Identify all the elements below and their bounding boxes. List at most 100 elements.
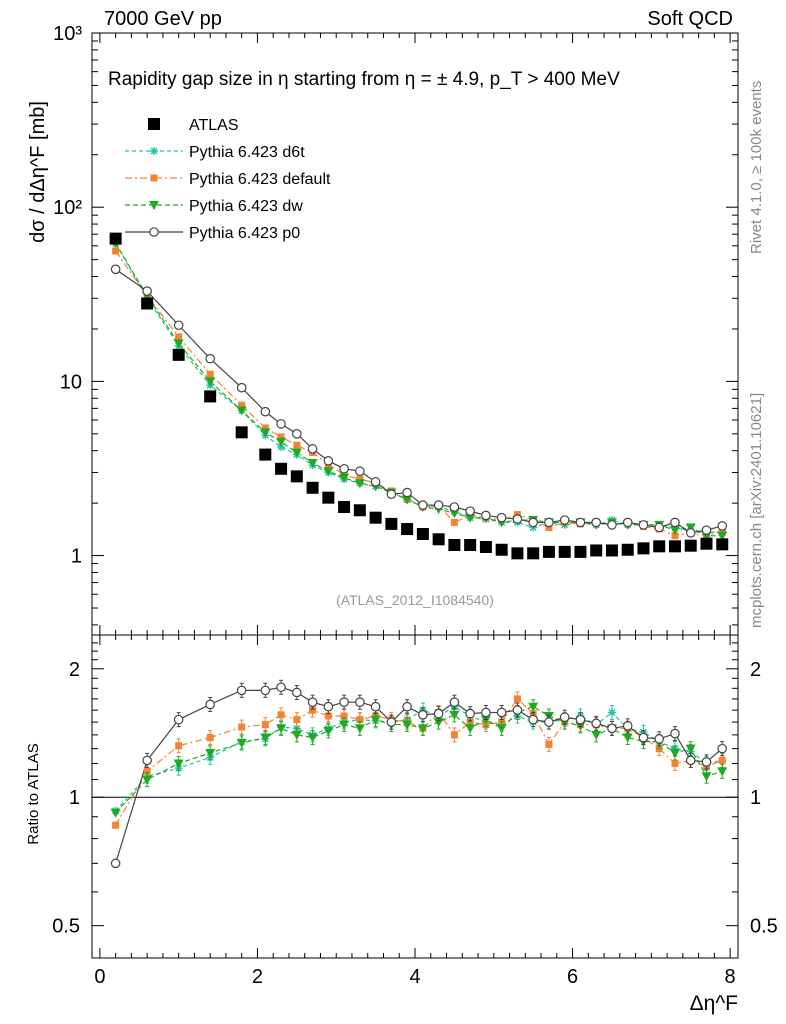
point-atlas bbox=[479, 541, 492, 554]
point-atlas bbox=[369, 511, 382, 524]
point-p0 bbox=[465, 506, 475, 516]
legend-marker-atlas bbox=[148, 118, 160, 130]
point-atlas bbox=[558, 545, 571, 558]
ratio-point-p0 bbox=[544, 717, 554, 727]
y-axis-label: dσ / dΔη^F [mb] bbox=[27, 101, 49, 243]
point-p0 bbox=[276, 419, 286, 429]
ratio-point-p0 bbox=[575, 714, 586, 725]
point-atlas bbox=[109, 232, 122, 245]
point-p0 bbox=[339, 463, 349, 474]
ratio-point-dw bbox=[480, 715, 491, 725]
legend-marker-p0 bbox=[149, 227, 159, 237]
point-default bbox=[293, 441, 301, 449]
point-dw bbox=[717, 531, 728, 541]
point-atlas bbox=[385, 517, 398, 530]
ratio-point-p0 bbox=[110, 858, 121, 869]
ratio-point-dw bbox=[528, 702, 539, 712]
point-p0 bbox=[638, 520, 649, 530]
ratio-point-p0 bbox=[528, 714, 538, 725]
ratio-point-default bbox=[112, 821, 120, 829]
ratio-point-dw bbox=[142, 775, 153, 785]
point-p0 bbox=[512, 514, 523, 524]
ratio-point-p0 bbox=[654, 734, 665, 744]
ratio-point-dw bbox=[370, 715, 381, 725]
ratio-point-p0 bbox=[670, 728, 680, 739]
x-tick-label: 6 bbox=[567, 966, 578, 988]
legend-label-p0: Pythia 6.423 p0 bbox=[189, 225, 300, 242]
point-p0 bbox=[481, 510, 491, 521]
point-p0 bbox=[355, 466, 365, 477]
point-atlas bbox=[605, 544, 618, 557]
point-dw bbox=[669, 526, 680, 536]
ratio-plot-frame bbox=[91, 634, 739, 959]
ratio-point-dw bbox=[205, 748, 216, 758]
legend-marker-default bbox=[150, 174, 158, 182]
ratio-point-p0 bbox=[339, 697, 349, 708]
ratio-point-default bbox=[356, 716, 364, 724]
point-p0 bbox=[323, 456, 334, 466]
ratio-point-dw bbox=[465, 724, 476, 734]
ratio-point-default bbox=[238, 723, 246, 731]
ratio-point-dw bbox=[323, 726, 334, 736]
point-atlas bbox=[464, 539, 477, 552]
point-default bbox=[356, 475, 364, 483]
point-dw bbox=[354, 479, 365, 489]
point-default bbox=[450, 518, 458, 526]
ratio-point-dw bbox=[291, 730, 302, 740]
point-dw bbox=[236, 406, 247, 416]
ratio-point-p0 bbox=[622, 721, 633, 731]
point-p0 bbox=[260, 406, 271, 417]
ratio-axis-label: Ratio to ATLAS bbox=[25, 743, 42, 844]
ratio-point-dw bbox=[402, 720, 413, 730]
ratio-point-p0 bbox=[236, 685, 247, 696]
ratio-point-p0 bbox=[638, 732, 649, 743]
ratio-point-default bbox=[450, 731, 458, 739]
ratio-point-dw bbox=[260, 733, 271, 743]
point-atlas bbox=[172, 348, 185, 361]
ratio-point-p0 bbox=[591, 718, 601, 729]
point-p0 bbox=[205, 353, 215, 364]
point-atlas bbox=[401, 523, 414, 536]
ratio-point-p0 bbox=[276, 682, 286, 693]
point-p0 bbox=[670, 517, 680, 528]
header-left: 7000 GeV pp bbox=[104, 8, 222, 30]
ratio-point-dw bbox=[173, 759, 184, 769]
ratio-point-p0 bbox=[386, 717, 397, 727]
ratio-point-p0 bbox=[292, 687, 302, 698]
point-atlas bbox=[322, 491, 335, 504]
ratio-point-p0 bbox=[685, 755, 696, 766]
ratio-point-dw bbox=[417, 724, 428, 734]
point-p0 bbox=[292, 429, 302, 439]
ratio-line-dw bbox=[115, 706, 723, 814]
ratio-point-default bbox=[261, 721, 269, 729]
point-default bbox=[175, 333, 183, 341]
ratio-point-p0 bbox=[559, 712, 570, 723]
ratio-point-p0 bbox=[418, 710, 428, 720]
point-atlas bbox=[495, 543, 508, 556]
ratio-point-default bbox=[143, 767, 151, 775]
point-p0 bbox=[142, 286, 152, 296]
ratio-point-default bbox=[340, 712, 348, 720]
ratio-point-p0 bbox=[355, 697, 365, 708]
point-p0 bbox=[110, 264, 121, 275]
point-p0 bbox=[402, 487, 412, 498]
x-tick-label: 0 bbox=[94, 966, 105, 988]
point-p0 bbox=[433, 500, 444, 510]
point-default bbox=[545, 523, 553, 531]
legend-marker-d6t bbox=[150, 147, 158, 155]
ratio-y-tick-label: 0.5 bbox=[52, 916, 80, 938]
point-p0 bbox=[607, 520, 617, 530]
point-p0 bbox=[591, 517, 601, 528]
point-atlas bbox=[511, 547, 524, 560]
point-default bbox=[261, 424, 269, 432]
point-atlas bbox=[141, 297, 154, 310]
point-dw bbox=[402, 495, 413, 505]
point-atlas bbox=[700, 537, 713, 550]
point-p0 bbox=[236, 382, 247, 393]
header-right: Soft QCD bbox=[647, 8, 733, 30]
ratio-y-tick-label: 1 bbox=[69, 787, 80, 809]
ratio-point-p0 bbox=[142, 755, 152, 766]
point-default bbox=[238, 401, 246, 409]
point-p0 bbox=[544, 517, 554, 528]
